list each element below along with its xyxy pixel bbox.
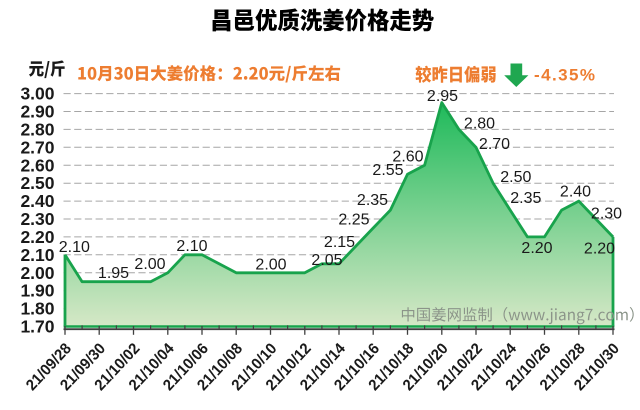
svg-text:2.40: 2.40 — [560, 184, 591, 201]
svg-text:2.25: 2.25 — [338, 212, 369, 229]
svg-text:-4.35%: -4.35% — [534, 66, 595, 85]
svg-text:1.90: 1.90 — [20, 281, 54, 301]
svg-text:2.10: 2.10 — [20, 245, 54, 265]
svg-text:2.55: 2.55 — [372, 162, 403, 179]
svg-text:2.20: 2.20 — [521, 240, 552, 257]
svg-text:2.00: 2.00 — [134, 256, 165, 273]
svg-text:2.30: 2.30 — [20, 209, 54, 229]
svg-text:2.00: 2.00 — [20, 263, 54, 283]
svg-text:2.80: 2.80 — [464, 116, 495, 133]
svg-text:2.35: 2.35 — [510, 190, 541, 207]
svg-text:2.90: 2.90 — [20, 102, 54, 122]
svg-text:2.05: 2.05 — [311, 252, 342, 269]
svg-text:2.60: 2.60 — [392, 148, 423, 165]
svg-text:1.70: 1.70 — [20, 317, 54, 337]
svg-text:1.80: 1.80 — [20, 299, 54, 319]
svg-text:2.20: 2.20 — [584, 241, 615, 258]
svg-text:2.60: 2.60 — [20, 155, 54, 175]
svg-text:2.70: 2.70 — [479, 136, 510, 153]
svg-text:2.40: 2.40 — [20, 191, 54, 211]
svg-text:3.00: 3.00 — [20, 84, 54, 104]
svg-text:2.70: 2.70 — [20, 137, 54, 157]
svg-text:2.35: 2.35 — [357, 192, 388, 209]
svg-text:2.20: 2.20 — [20, 227, 54, 247]
svg-text:2.30: 2.30 — [591, 206, 622, 223]
svg-text:2.50: 2.50 — [500, 169, 531, 186]
svg-text:1.95: 1.95 — [98, 265, 129, 282]
svg-text:2.15: 2.15 — [324, 234, 355, 251]
svg-text:2.80: 2.80 — [20, 119, 54, 139]
svg-text:2.00: 2.00 — [255, 257, 286, 274]
svg-text:2.10: 2.10 — [176, 238, 207, 255]
svg-text:2.95: 2.95 — [427, 88, 458, 105]
svg-text:2.50: 2.50 — [20, 173, 54, 193]
svg-text:2.10: 2.10 — [59, 239, 90, 256]
